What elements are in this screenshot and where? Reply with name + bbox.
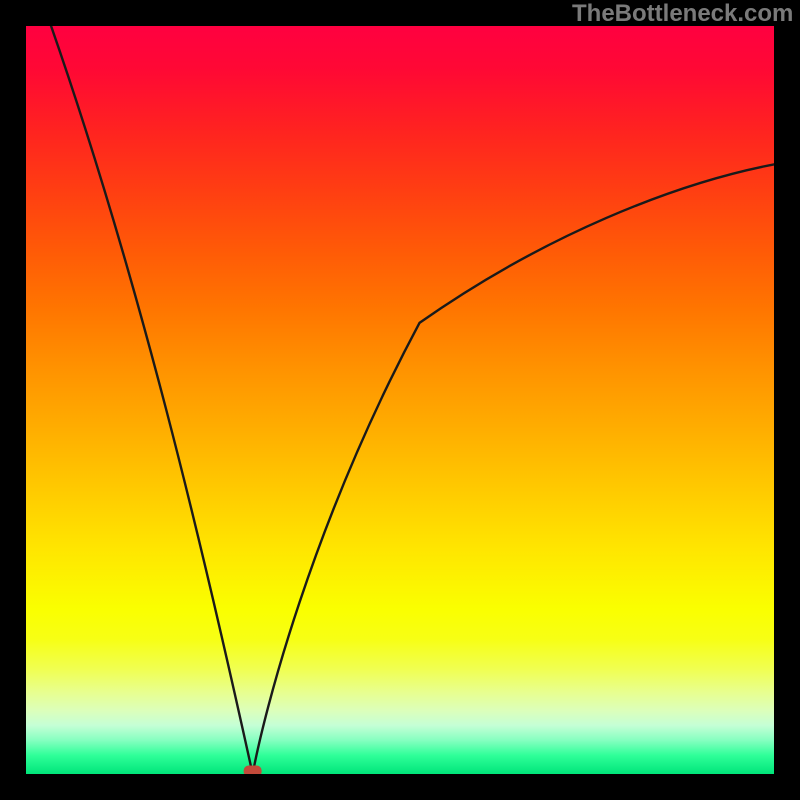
chart-svg (26, 26, 774, 774)
vertex-marker (244, 766, 262, 774)
plot-area (26, 26, 774, 774)
chart-frame: TheBottleneck.com (0, 0, 800, 800)
watermark-label: TheBottleneck.com (572, 0, 793, 28)
gradient-background (26, 26, 774, 774)
